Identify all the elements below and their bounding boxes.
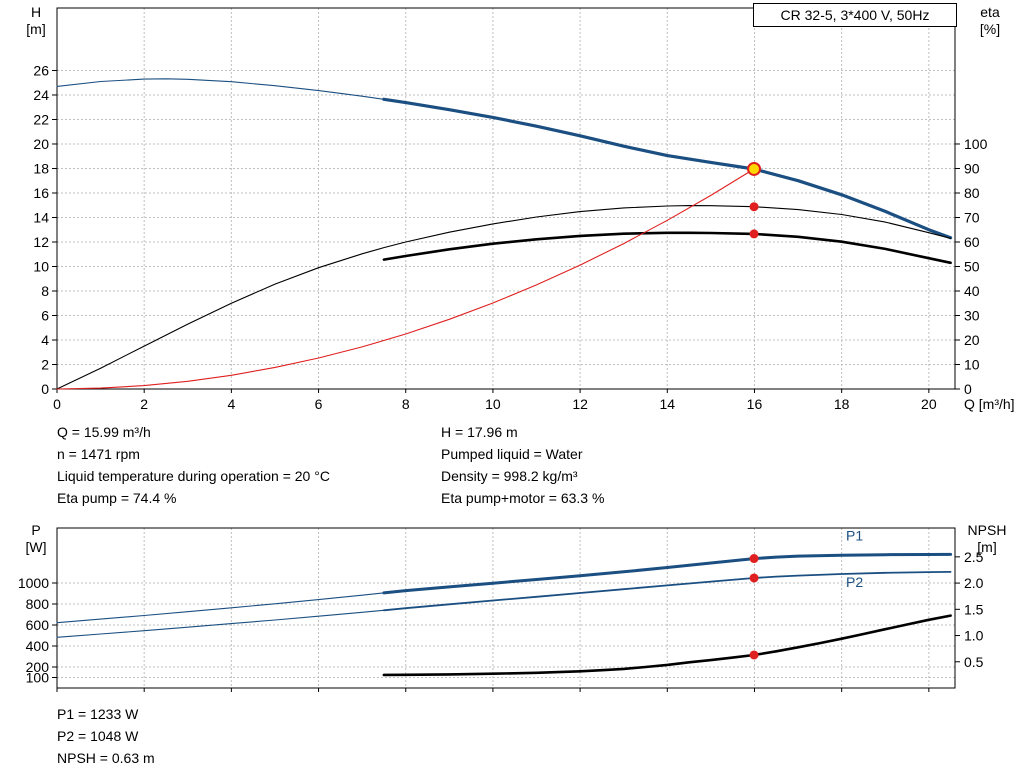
- p1-point: [749, 554, 759, 564]
- npsh-axis-label: NPSH [m]: [958, 522, 1016, 556]
- plot-frame: [56, 527, 956, 689]
- x-tick-label: 6: [315, 396, 323, 412]
- p1-curve: [382, 552, 953, 595]
- y-left-tick-label: 12: [33, 234, 49, 250]
- y-right-tick-label: 50: [964, 258, 980, 274]
- p-axis-label-line2: [W]: [25, 539, 47, 555]
- y-right-tick-label: 0: [964, 381, 972, 397]
- p-axis-label: P [W]: [16, 522, 56, 556]
- y-right-tick-label: 40: [964, 283, 980, 299]
- x-tick-label: 10: [485, 396, 501, 412]
- y-left-tick-label: 2: [41, 356, 49, 372]
- x-tick-label: 0: [53, 396, 61, 412]
- x-tick-label: 12: [572, 396, 588, 412]
- h-axis-label: H [m]: [16, 4, 56, 38]
- x-tick-label: 16: [747, 396, 763, 412]
- info-head: H = 17.96 m: [441, 424, 518, 440]
- y-right-tick-label: 1.0: [964, 628, 984, 644]
- info-speed: n = 1471 rpm: [57, 446, 140, 462]
- y-right-tick-label: 1.5: [964, 601, 984, 617]
- info-p1: P1 = 1233 W: [57, 706, 139, 722]
- info-npsh: NPSH = 0.63 m: [57, 750, 155, 766]
- x-tick-label: 14: [660, 396, 676, 412]
- x-tick-label: 4: [227, 396, 235, 412]
- y-left-tick-label: 600: [26, 617, 50, 633]
- h-axis-label-line1: H: [30, 4, 42, 20]
- x-tick-label: 2: [140, 396, 148, 412]
- y-left-tick-label: 20: [33, 136, 49, 152]
- y-right-tick-label: 60: [964, 234, 980, 250]
- y-right-tick-label: 2.5: [964, 549, 984, 565]
- y-left-tick-label: 400: [26, 638, 50, 654]
- y-right-tick-label: 90: [964, 160, 980, 176]
- operating-data-right-column: H = 17.96 m Pumped liquid = Water Densit…: [441, 421, 604, 509]
- y-left-tick-label: 8: [41, 283, 49, 299]
- x-tick-label: 20: [921, 396, 937, 412]
- plot-frame: [56, 7, 956, 390]
- y-left-tick-label: 14: [33, 209, 49, 225]
- info-eta-pump-motor: Eta pump+motor = 63.3 %: [441, 490, 605, 506]
- y-right-tick-label: 20: [964, 332, 980, 348]
- y-right-tick-label: 70: [964, 209, 980, 225]
- x-tick-label: 18: [834, 396, 850, 412]
- y-left-tick-label: 16: [33, 185, 49, 201]
- info-p2: P2 = 1048 W: [57, 728, 139, 744]
- duty-point: [747, 161, 762, 176]
- y-right-tick-label: 100: [964, 136, 988, 152]
- y-left-tick-label: 22: [33, 111, 49, 127]
- chart-title-box: CR 32-5, 3*400 V, 50Hz: [753, 3, 957, 27]
- y-left-tick-label: 4: [41, 332, 49, 348]
- npsh-point: [749, 650, 759, 660]
- h-axis-label-line2: [m]: [26, 21, 46, 37]
- eta-axis-label-line2: [%]: [979, 21, 1001, 37]
- eta-pump-point: [749, 202, 759, 212]
- p-axis-label-line1: P: [31, 522, 41, 538]
- p2-curve: [383, 571, 952, 612]
- y-right-tick-label: 80: [964, 185, 980, 201]
- y-left-tick-label: 1000: [18, 575, 49, 591]
- y-left-tick-label: 10: [33, 258, 49, 274]
- x-tick-label: 8: [402, 396, 410, 412]
- eta-pump-motor-curve: [382, 231, 952, 265]
- y-left-tick-label: 0: [41, 381, 49, 397]
- y-right-tick-label: 10: [964, 356, 980, 372]
- y-left-tick-label: 6: [41, 307, 49, 323]
- head-curve: [56, 78, 385, 100]
- y-left-tick-label: 18: [33, 160, 49, 176]
- eta-pump-motor-point: [749, 229, 759, 239]
- y-left-tick-label: 24: [33, 87, 49, 103]
- p1-curve: [56, 592, 385, 624]
- y-left-tick-label: 200: [26, 659, 50, 675]
- p1-curve-label: P1: [846, 527, 863, 543]
- operating-data-left-column: Q = 15.99 m³/h n = 1471 rpm Liquid tempe…: [57, 421, 330, 509]
- info-liquid-temperature: Liquid temperature during operation = 20…: [57, 468, 330, 484]
- p2-point: [749, 573, 759, 583]
- eta-pump-curve: [56, 205, 952, 390]
- info-density: Density = 998.2 kg/m³: [441, 468, 578, 484]
- npsh-axis-label-line2: [m]: [977, 539, 997, 555]
- y-right-tick-label: 0.5: [964, 654, 984, 670]
- p2-curve-label: P2: [846, 574, 863, 590]
- power-data-column: P1 = 1233 W P2 = 1048 W NPSH = 0.63 m: [57, 703, 155, 769]
- head-curve: [382, 97, 953, 240]
- eta-axis-label: eta [%]: [968, 4, 1012, 38]
- system-curve: [56, 168, 755, 390]
- eta-axis-label-line1: eta: [980, 4, 1000, 20]
- info-flow: Q = 15.99 m³/h: [57, 424, 151, 440]
- qh-eta-chart: 0246810121416182022242601020304050607080…: [33, 7, 988, 412]
- y-left-tick-label: 100: [26, 670, 50, 686]
- info-pumped-liquid: Pumped liquid = Water: [441, 446, 583, 462]
- y-left-tick-label: 26: [33, 62, 49, 78]
- y-right-tick-label: 30: [964, 307, 980, 323]
- y-right-tick-label: 2.0: [964, 575, 984, 591]
- npsh-axis-label-line1: NPSH: [967, 522, 1007, 538]
- y-left-tick-label: 800: [26, 596, 50, 612]
- info-eta-pump: Eta pump = 74.4 %: [57, 490, 177, 506]
- p2-curve: [56, 609, 385, 638]
- q-axis-label: Q [m³/h]: [964, 396, 1015, 412]
- npsh-curve: [382, 614, 952, 677]
